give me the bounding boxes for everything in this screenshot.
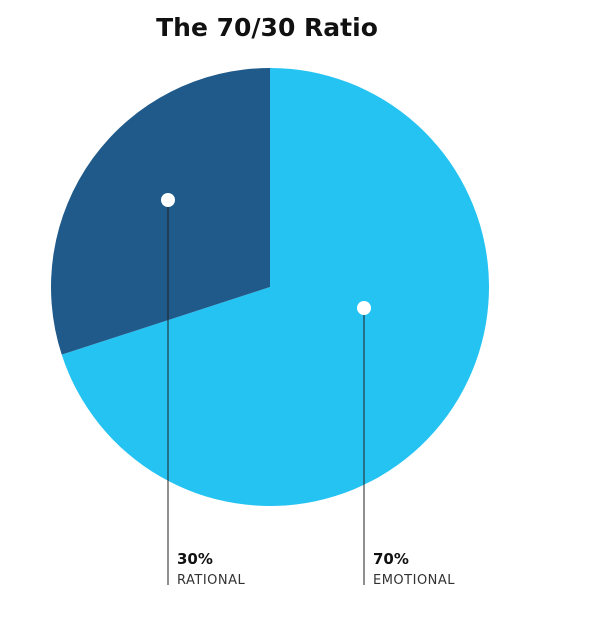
- chart-title: The 70/30 Ratio: [156, 13, 378, 42]
- category-label: EMOTIONAL: [373, 573, 455, 588]
- pie-slice: [61, 68, 489, 506]
- value-label: 30%: [177, 550, 213, 568]
- label-dot: [357, 301, 371, 315]
- category-label: RATIONAL: [177, 573, 246, 588]
- label-dot: [161, 193, 175, 207]
- value-label: 70%: [373, 550, 409, 568]
- pie-slice: [51, 68, 270, 355]
